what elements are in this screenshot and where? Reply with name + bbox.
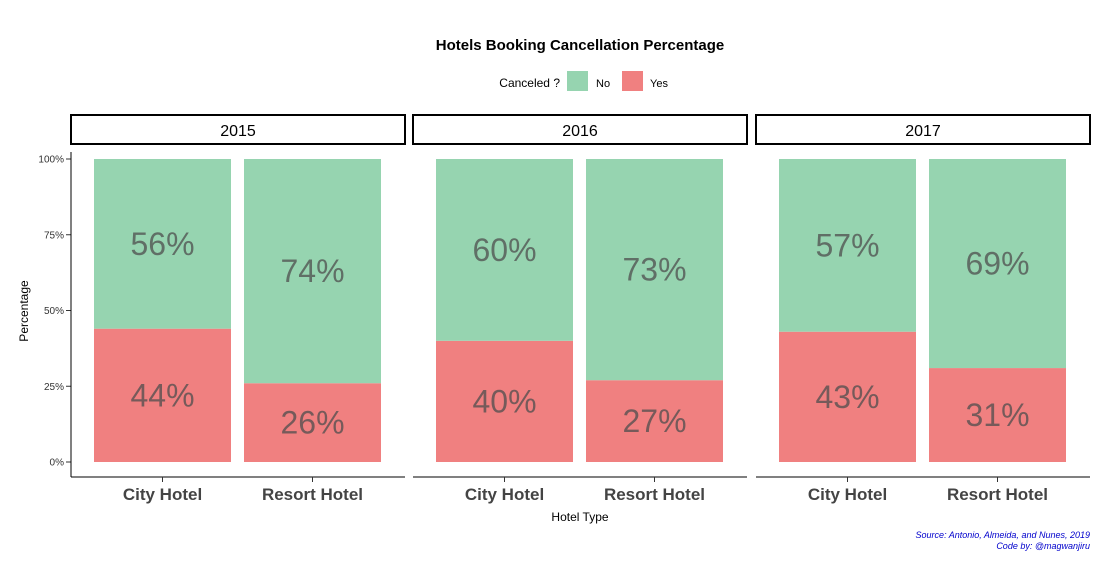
data-label-yes: 44% [130, 377, 194, 413]
y-axis-title: Percentage [17, 280, 31, 342]
legend: Canceled ? No Yes [499, 71, 668, 91]
bar-segment-no [94, 159, 231, 329]
data-label-no: 69% [965, 246, 1029, 282]
legend-swatch-no [567, 71, 588, 91]
y-tick-label: 50% [44, 306, 64, 317]
caption-credit: Code by: @magwanjiru [996, 541, 1090, 551]
bar-segment-no [929, 159, 1066, 369]
y-tick-label: 75% [44, 230, 64, 241]
x-tick-label: City Hotel [465, 485, 544, 504]
chart-title: Hotels Booking Cancellation Percentage [436, 37, 724, 54]
facet-label: 2017 [905, 123, 941, 140]
x-tick-label: Resort Hotel [947, 485, 1048, 504]
data-label-yes: 43% [815, 379, 879, 415]
bar-segment-no [244, 159, 381, 384]
y-tick-label: 25% [44, 382, 64, 393]
data-label-yes: 40% [472, 383, 536, 419]
caption-source: Source: Antonio, Almeida, and Nunes, 201… [916, 530, 1090, 540]
y-tick-label: 0% [50, 458, 65, 469]
legend-swatch-yes [622, 71, 643, 91]
bar-segment-yes [779, 331, 916, 462]
facet-label: 2016 [562, 123, 598, 140]
facet-strip [755, 114, 1091, 145]
data-label-no: 74% [280, 253, 344, 289]
legend-title: Canceled ? [499, 76, 560, 90]
facet-strip [70, 114, 406, 145]
bar-segment-yes [586, 380, 723, 462]
data-label-yes: 31% [965, 397, 1029, 433]
legend-label-no: No [596, 78, 610, 90]
facet-label: 2015 [220, 123, 256, 140]
bar-segment-yes [929, 368, 1066, 462]
bar-segment-yes [244, 383, 381, 462]
x-tick-label: City Hotel [123, 485, 202, 504]
x-tick-label: Resort Hotel [262, 485, 363, 504]
data-label-no: 57% [815, 227, 879, 263]
plot-area: 0% 25% 50% 75% 100% 2015 44% 56% City Hotel 26% 74… [38, 114, 1091, 504]
data-label-no: 60% [472, 232, 536, 268]
bar-segment-yes [94, 328, 231, 462]
x-tick-label: City Hotel [808, 485, 887, 504]
y-tick-label: 100% [38, 155, 64, 166]
data-label-yes: 26% [280, 405, 344, 441]
bar-segment-no [586, 159, 723, 381]
legend-label-yes: Yes [650, 78, 668, 90]
bar-segment-yes [436, 340, 573, 462]
data-label-yes: 27% [622, 403, 686, 439]
bar-segment-no [436, 159, 573, 341]
bar-segment-no [779, 159, 916, 332]
x-tick-label: Resort Hotel [604, 485, 705, 504]
facet-strip [412, 114, 748, 145]
x-axis-title: Hotel Type [551, 510, 608, 524]
data-label-no: 56% [130, 226, 194, 262]
data-label-no: 73% [622, 252, 686, 288]
